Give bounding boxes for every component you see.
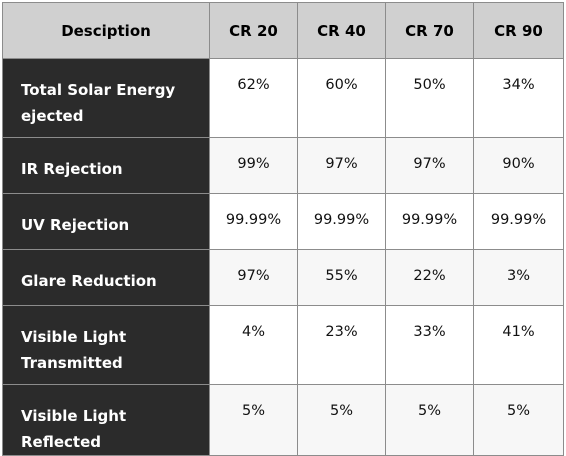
- table-cell: 55%: [297, 249, 386, 306]
- table-cell: 34%: [473, 58, 564, 138]
- row-label: Visible Light Reflected: [2, 384, 210, 456]
- table-cell: 99.99%: [297, 193, 386, 250]
- table-cell: 41%: [473, 305, 564, 385]
- table-cell: 22%: [385, 249, 474, 306]
- row-label: Visible Light Transmitted: [2, 305, 210, 385]
- table-cell: 99.99%: [209, 193, 298, 250]
- table-cell: 90%: [473, 137, 564, 194]
- row-label: Total Solar Energy ejected: [2, 58, 210, 138]
- table-cell: 97%: [209, 249, 298, 306]
- table-row: Glare Reduction 97% 55% 22% 3%: [2, 249, 564, 306]
- table-row: UV Rejection 99.99% 99.99% 99.99% 99.99%: [2, 193, 564, 250]
- header-cr20: CR 20: [209, 2, 298, 59]
- table-cell: 33%: [385, 305, 474, 385]
- header-description: Desciption: [2, 2, 210, 59]
- row-label: Glare Reduction: [2, 249, 210, 306]
- table-cell: 5%: [297, 384, 386, 456]
- table-cell: 99.99%: [473, 193, 564, 250]
- table-cell: 3%: [473, 249, 564, 306]
- table-cell: 60%: [297, 58, 386, 138]
- table-row: IR Rejection 99% 97% 97% 90%: [2, 137, 564, 194]
- table-row: Visible Light Reflected 5% 5% 5% 5%: [2, 384, 564, 456]
- table-cell: 5%: [473, 384, 564, 456]
- table-cell: 4%: [209, 305, 298, 385]
- table-cell: 23%: [297, 305, 386, 385]
- row-label: UV Rejection: [2, 193, 210, 250]
- table-cell: 97%: [385, 137, 474, 194]
- row-label: IR Rejection: [2, 137, 210, 194]
- table-row: Total Solar Energy ejected 62% 60% 50% 3…: [2, 58, 564, 138]
- header-cr40: CR 40: [297, 2, 386, 59]
- header-row: Desciption CR 20 CR 40 CR 70 CR 90: [2, 2, 564, 59]
- table-cell: 5%: [385, 384, 474, 456]
- table-cell: 99%: [209, 137, 298, 194]
- table-cell: 50%: [385, 58, 474, 138]
- table-cell: 62%: [209, 58, 298, 138]
- header-cr90: CR 90: [473, 2, 564, 59]
- table-cell: 97%: [297, 137, 386, 194]
- table-row: Visible Light Transmitted 4% 23% 33% 41%: [2, 305, 564, 385]
- table-cell: 99.99%: [385, 193, 474, 250]
- header-cr70: CR 70: [385, 2, 474, 59]
- table-cell: 5%: [209, 384, 298, 456]
